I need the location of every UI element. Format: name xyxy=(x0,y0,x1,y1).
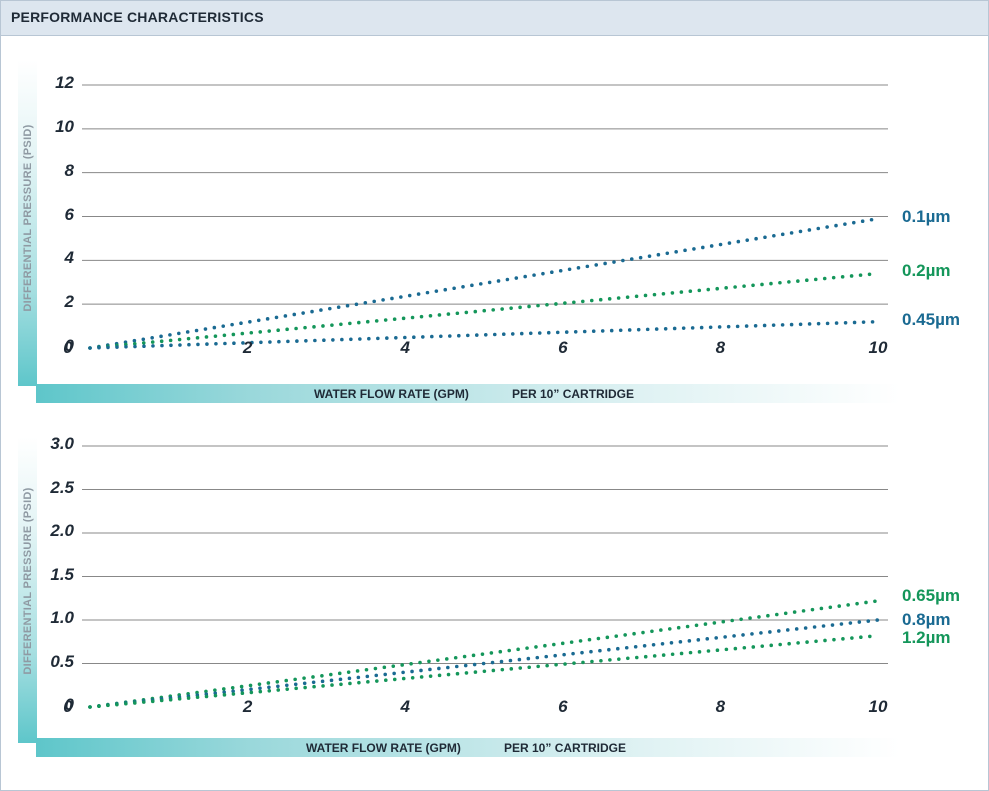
y-tick-label: 2.5 xyxy=(50,477,74,497)
series-label: 0.2µm xyxy=(902,261,951,281)
y-tick-label: 2.0 xyxy=(50,521,74,540)
series-line xyxy=(88,599,880,709)
y-tick-label: 1.5 xyxy=(50,564,74,584)
x-axis-band xyxy=(36,738,900,757)
x-axis-note: PER 10” CARTRIDGE xyxy=(504,741,627,755)
y-tick-label: 8 xyxy=(64,160,74,180)
series-label: 0.45µm xyxy=(902,309,960,329)
series-label: 1.2µm xyxy=(902,627,951,647)
x-tick-label: 2 xyxy=(242,697,253,716)
x-tick-label: 8 xyxy=(715,697,726,716)
series-label: 0.65µm xyxy=(902,585,960,605)
y-tick-label: 0.5 xyxy=(50,651,74,671)
series-label: 0.1µm xyxy=(902,206,951,226)
series-line xyxy=(88,216,880,350)
y-tick-label: 0 xyxy=(64,336,74,355)
series-label: 0.8µm xyxy=(902,610,951,629)
x-axis-label: WATER FLOW RATE (GPM) xyxy=(314,387,469,401)
x-tick-label: 8 xyxy=(715,338,726,357)
y-tick-label: 4 xyxy=(64,248,74,268)
x-tick-label: 2 xyxy=(242,338,253,357)
x-tick-label: 0 xyxy=(63,697,73,716)
x-axis-band xyxy=(36,384,900,403)
panel-title: PERFORMANCE CHARACTERISTICS xyxy=(11,9,264,25)
x-tick-label: 6 xyxy=(558,697,568,716)
series-line xyxy=(88,271,880,350)
x-tick-label: 0 xyxy=(63,338,73,357)
y-axis-band xyxy=(18,437,37,743)
x-axis-label: WATER FLOW RATE (GPM) xyxy=(306,741,461,755)
y-tick-label: 12 xyxy=(55,73,74,92)
panel-header: PERFORMANCE CHARACTERISTICS xyxy=(1,1,988,36)
y-tick-label: 10 xyxy=(55,116,74,136)
series-line xyxy=(88,319,880,350)
x-tick-label: 10 xyxy=(868,697,888,716)
x-axis-note: PER 10” CARTRIDGE xyxy=(512,387,635,401)
x-tick-label: 6 xyxy=(558,338,568,357)
y-tick-label: 2 xyxy=(64,292,74,312)
x-tick-label: 10 xyxy=(868,338,888,357)
y-tick-label: 6 xyxy=(64,204,74,224)
y-axis-band xyxy=(18,60,37,386)
series-line xyxy=(88,618,880,709)
x-tick-label: 4 xyxy=(400,697,410,716)
x-tick-label: 4 xyxy=(400,338,410,357)
y-tick-label: 3.0 xyxy=(50,434,74,453)
series-line xyxy=(88,633,880,709)
y-tick-label: 1.0 xyxy=(50,608,74,627)
y-tick-label: 0 xyxy=(64,695,74,714)
